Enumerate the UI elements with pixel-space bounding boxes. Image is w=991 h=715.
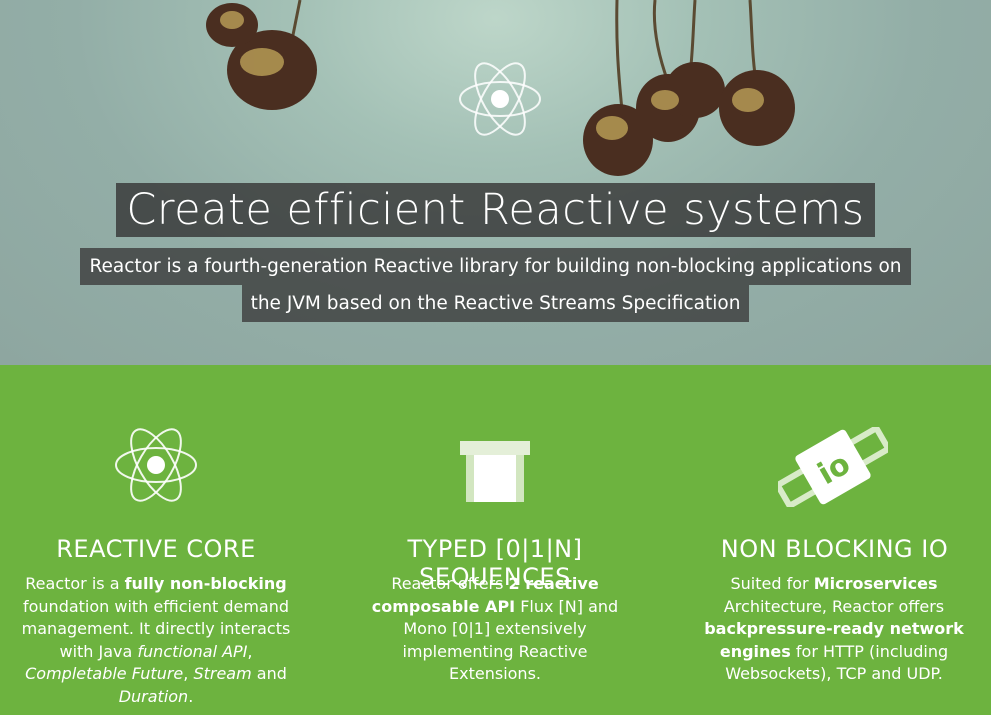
feature-typed-sequences: TYPED [0|1|N] SEQUENCES Reactor offers 2…: [330, 365, 660, 715]
hero-subtitle-line-2: the JVM based on the Reactive Streams Sp…: [241, 285, 750, 322]
feature-description: Reactor is a fully non-blocking foundati…: [21, 574, 291, 706]
feature-title: NON BLOCKING IO: [720, 535, 949, 563]
hero-title-wrap: Create efficient Reactive systems: [0, 183, 991, 237]
palm-trees-decoration: [206, 0, 795, 176]
hero-banner: Create efficient Reactive systems Reacto…: [0, 0, 991, 365]
page-title: Create efficient Reactive systems: [116, 183, 875, 237]
feature-title: REACTIVE CORE: [56, 535, 256, 563]
features-section: REACTIVE CORE Reactor is a fully non-blo…: [0, 365, 991, 715]
hero-subtitle: Reactor is a fourth-generation Reactive …: [0, 248, 991, 322]
atom-icon: [115, 428, 197, 502]
feature-reactive-core: REACTIVE CORE Reactor is a fully non-blo…: [0, 365, 312, 715]
sequence-block-icon: [460, 441, 530, 502]
io-plug-icon: io: [778, 427, 888, 507]
feature-description: Suited for Microservices Architecture, R…: [704, 574, 964, 683]
feature-title: TYPED [0|1|N] SEQUENCES: [407, 535, 583, 591]
hero-subtitle-line-1: Reactor is a fourth-generation Reactive …: [80, 248, 911, 285]
atom-icon: [459, 62, 541, 136]
feature-description: Reactor offers 2 reactive composable API…: [371, 574, 619, 683]
feature-non-blocking-io: io NON BLOCKING IO Suited for Microservi…: [678, 365, 991, 715]
